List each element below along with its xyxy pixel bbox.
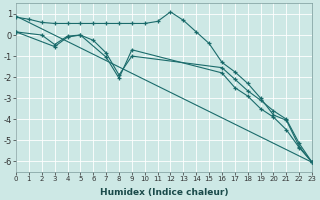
- X-axis label: Humidex (Indice chaleur): Humidex (Indice chaleur): [100, 188, 228, 197]
